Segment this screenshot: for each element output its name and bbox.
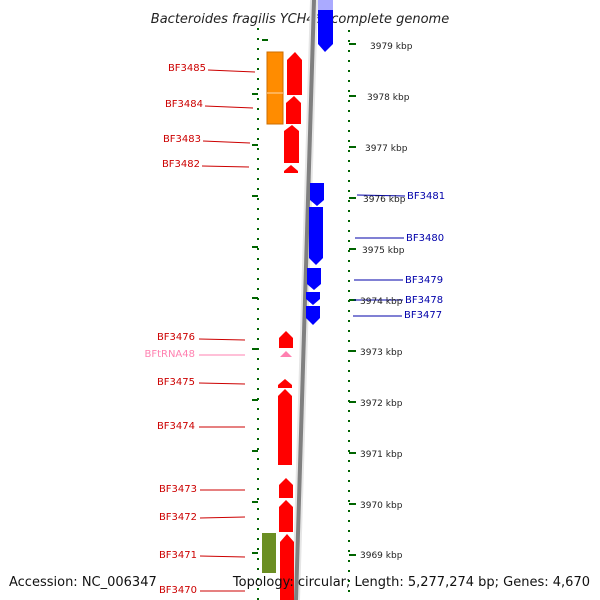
label-group-BF3480: BF3480 xyxy=(355,233,444,244)
gene-arrow-BF3476[interactable] xyxy=(279,331,293,348)
kbp-tick-label: 3972 kbp xyxy=(360,399,403,409)
label-group-BF3483: BF3483 xyxy=(163,134,251,145)
forward-strand-genes xyxy=(278,52,302,600)
gene-arrow-BF3485[interactable] xyxy=(287,52,302,95)
kbp-tick-label: 3976 kbp xyxy=(363,195,406,205)
label-group-BF3484: BF3484 xyxy=(165,99,254,110)
gene-label[interactable]: BF3477 xyxy=(404,310,442,321)
kbp-tick-label: 3969 kbp xyxy=(360,551,403,561)
gene-label[interactable]: BF3484 xyxy=(165,99,203,110)
gene-label[interactable]: BF3482 xyxy=(162,159,200,170)
kbp-scale: 3979 kbp 3978 kbp 3977 kbp 3976 kbp 3975… xyxy=(360,42,413,561)
left-gene-labels: BF3485 BF3484 BF3483 BF3482 BF3476 BFtRN… xyxy=(144,63,256,596)
gene-arrow-BF3483[interactable] xyxy=(284,125,299,163)
label-group-BF3472: BF3472 xyxy=(159,512,246,523)
gene-arrow-BF3482[interactable] xyxy=(284,165,298,173)
label-group-BFtRNA48: BFtRNA48 xyxy=(144,349,245,360)
gene-arrow-BFtRNA48[interactable] xyxy=(280,351,292,357)
gene-label[interactable]: BF3476 xyxy=(157,332,195,343)
kbp-tick-label: 3970 kbp xyxy=(360,501,403,511)
label-group-BF3481: BF3481 xyxy=(356,191,445,202)
kbp-tick-label: 3978 kbp xyxy=(367,93,410,103)
gene-arrow-BF3478[interactable] xyxy=(306,292,320,305)
gene-arrow-BF3471[interactable] xyxy=(280,534,294,600)
genome-info-text: Topology: circular; Length: 5,277,274 bp… xyxy=(232,575,590,590)
kbp-tick-label: 3975 kbp xyxy=(362,246,405,256)
kbp-tick-label: 3979 kbp xyxy=(370,42,413,52)
label-group-BF3471: BF3471 xyxy=(159,550,246,561)
label-group-BF3476: BF3476 xyxy=(157,332,246,343)
gene-arrow-BF3481[interactable] xyxy=(310,183,324,206)
gene-arrow-BF3477[interactable] xyxy=(306,306,320,325)
gene-arrow-BF3473[interactable] xyxy=(279,478,293,498)
gene-arrow-BF3484[interactable] xyxy=(286,96,301,124)
gene-block-orange[interactable] xyxy=(266,51,284,125)
gene-label[interactable]: BFtRNA48 xyxy=(144,349,195,360)
gene-arrow-BF3475[interactable] xyxy=(278,379,292,388)
gene-label[interactable]: BF3479 xyxy=(405,275,443,286)
gene-label[interactable]: BF3485 xyxy=(168,63,206,74)
label-group-BF3477: BF3477 xyxy=(353,310,442,321)
label-group-BF3473: BF3473 xyxy=(159,484,245,495)
kbp-tick-label: 3971 kbp xyxy=(360,450,403,460)
map-title: Bacteroides fragilis YCH46, complete gen… xyxy=(151,12,449,27)
kbp-tick-label: 3973 kbp xyxy=(360,348,403,358)
label-group-BF3474: BF3474 xyxy=(157,421,245,432)
gene-label[interactable]: BF3470 xyxy=(159,585,197,596)
gene-arrow-BF3480[interactable] xyxy=(309,207,323,265)
gene-arrow-BF3472[interactable] xyxy=(279,500,293,532)
gene-arrow-BF3474[interactable] xyxy=(278,389,292,465)
gene-label[interactable]: BF3481 xyxy=(407,191,445,202)
kbp-tick-label: 3977 kbp xyxy=(365,144,408,154)
accession-text: Accession: NC_006347 xyxy=(9,575,157,590)
label-group-BF3485: BF3485 xyxy=(168,63,256,74)
gene-label[interactable]: BF3480 xyxy=(406,233,444,244)
gene-arrow-blue[interactable] xyxy=(318,0,333,52)
gene-label[interactable]: BF3471 xyxy=(159,550,197,561)
label-group-BF3475: BF3475 xyxy=(157,377,246,388)
right-gene-labels: BF3481 BF3480 BF3479 BF3478 BF3477 xyxy=(353,191,445,321)
gene-arrow-blue-faded xyxy=(318,0,333,10)
genome-axis xyxy=(294,0,316,600)
kbp-tick-label: 3974 kbp xyxy=(360,297,403,307)
label-group-BF3479: BF3479 xyxy=(354,275,443,286)
gene-arrow-BF3479[interactable] xyxy=(307,268,321,290)
gene-label[interactable]: BF3473 xyxy=(159,484,197,495)
gene-label[interactable]: BF3478 xyxy=(405,295,443,306)
gene-label[interactable]: BF3483 xyxy=(163,134,201,145)
gene-label[interactable]: BF3475 xyxy=(157,377,195,388)
label-group-BF3470: BF3470 xyxy=(159,585,245,596)
reverse-strand-genes xyxy=(306,0,333,325)
left-major-ticks xyxy=(252,39,268,554)
gene-label[interactable]: BF3474 xyxy=(157,421,195,432)
gene-label[interactable]: BF3472 xyxy=(159,512,197,523)
gene-block-olive[interactable] xyxy=(262,533,276,573)
label-group-BF3482: BF3482 xyxy=(162,159,250,170)
label-group-BF3478: BF3478 xyxy=(354,295,443,306)
track-guides xyxy=(252,28,356,600)
right-major-ticks xyxy=(349,43,356,556)
